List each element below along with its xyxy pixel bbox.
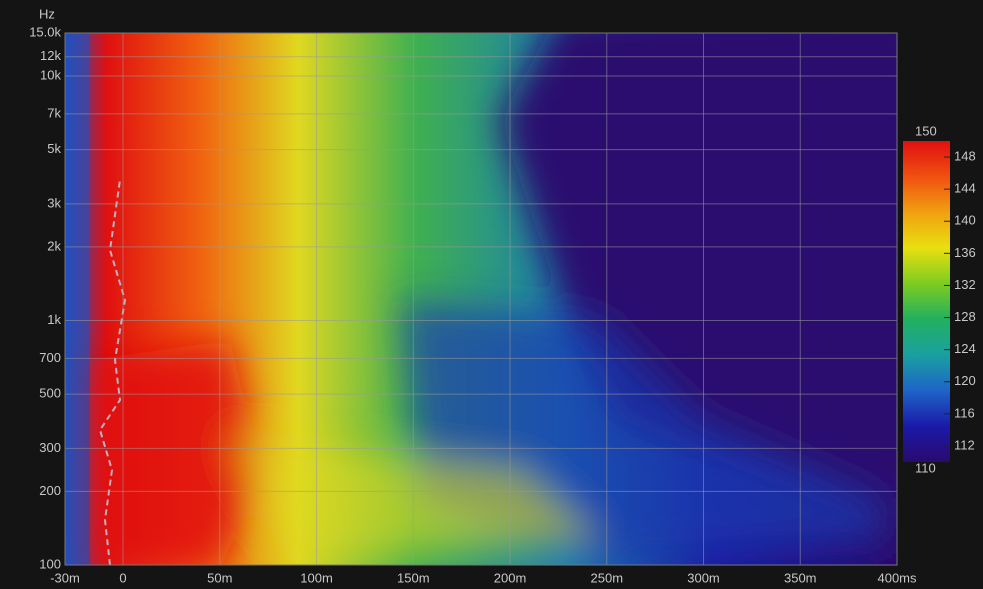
x-tick-label: 400ms <box>877 570 917 585</box>
colorbar-tick-label: 148 <box>954 148 976 163</box>
y-tick-label: 12k <box>40 48 61 63</box>
y-tick-label: 10k <box>40 67 61 82</box>
y-tick-label: 3k <box>47 195 61 210</box>
y-tick-label: 1k <box>47 312 61 327</box>
y-tick-label: 5k <box>47 141 61 156</box>
y-tick-label: 700 <box>39 350 61 365</box>
colorbar-tick-label: 124 <box>954 341 976 356</box>
y-tick-label: 7k <box>47 105 61 120</box>
colorbar-tick-label: 132 <box>954 277 976 292</box>
colorbar-tick-label: 112 <box>954 437 975 452</box>
y-tick-label: 2k <box>47 238 61 253</box>
colorbar-tick-label: 144 <box>954 181 976 196</box>
colorbar-min-label: 110 <box>915 460 936 475</box>
x-tick-label: 350m <box>784 570 817 585</box>
x-tick-label: -30m <box>50 570 80 585</box>
x-tick-label: 50m <box>207 570 232 585</box>
chart: Hz -30m 0 50m 100m 150m 200m 250m 300m 350m 400ms… <box>0 0 983 589</box>
heatmap <box>65 10 920 589</box>
colorbar-tick-label: 116 <box>954 405 975 420</box>
colorbar <box>903 141 950 462</box>
y-tick-label: 300 <box>39 440 61 455</box>
x-tick-label: 150m <box>397 570 430 585</box>
x-tick-label: 300m <box>687 570 720 585</box>
colorbar-tick-label: 136 <box>954 245 976 260</box>
colorbar-tick-label: 128 <box>954 309 976 324</box>
y-tick-label: 100 <box>39 556 61 571</box>
x-tick-label: 250m <box>591 570 624 585</box>
colorbar-tick-label: 140 <box>954 213 976 228</box>
y-tick-label: 200 <box>39 483 61 498</box>
colorbar-max-label: 150 <box>915 123 937 138</box>
x-tick-label: 100m <box>300 570 333 585</box>
colorbar-tick-label: 120 <box>954 373 976 388</box>
y-tick-label: 15.0k <box>29 24 61 39</box>
y-axis-label: Hz <box>39 6 55 21</box>
x-tick-label: 0 <box>119 570 126 585</box>
x-tick-label: 200m <box>494 570 527 585</box>
y-tick-label: 500 <box>39 386 61 401</box>
